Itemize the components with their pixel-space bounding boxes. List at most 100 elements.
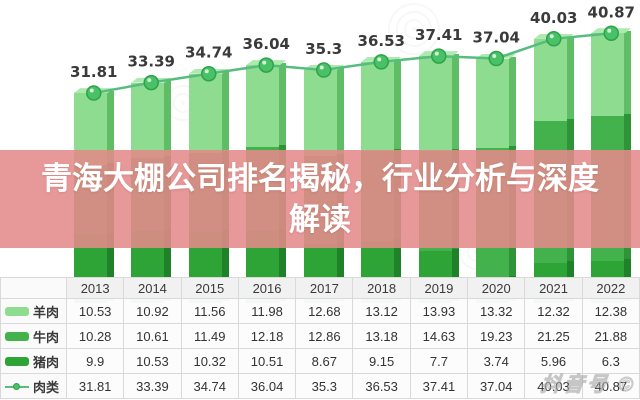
bar-segment-mutton bbox=[591, 33, 625, 116]
page-title: 青海大棚公司排名揭秘，行业分析与深度 解读 bbox=[27, 158, 613, 240]
bar-top-face bbox=[246, 60, 287, 66]
table-cell: 36.53 bbox=[352, 373, 411, 399]
table-cell: 40.87 bbox=[581, 373, 640, 399]
bar-segment-mutton bbox=[131, 82, 165, 158]
table-cell: 13.18 bbox=[352, 323, 411, 349]
bar-segment-mutton bbox=[476, 58, 510, 149]
legend-swatch-icon bbox=[5, 356, 29, 366]
table-cell: 10.53 bbox=[123, 348, 182, 374]
table-cell: 12.38 bbox=[581, 298, 640, 324]
table-row: 羊肉 10.53 10.92 11.56 11.98 12.68 13.12 13.93 13.… bbox=[0, 298, 640, 324]
table-row: 肉类 31.81 33.39 34.74 36.04 35.3 36.53 37.41 37.0… bbox=[0, 373, 640, 399]
table-cell: 21.25 bbox=[524, 323, 583, 349]
table-cell: 12.86 bbox=[295, 323, 354, 349]
bar-segment-side-mutton bbox=[336, 68, 344, 155]
table-cell: 10.53 bbox=[65, 298, 125, 324]
table-cell: 11.49 bbox=[180, 323, 239, 349]
year-header: 2013 bbox=[65, 277, 125, 299]
year-header: 2015 bbox=[180, 277, 239, 299]
table-cell: 12.68 bbox=[295, 298, 354, 324]
table-cell: 10.28 bbox=[65, 323, 125, 349]
legend-cell: 肉类 bbox=[0, 373, 67, 399]
table-cell: 14.63 bbox=[409, 323, 469, 349]
bar-segment-mutton bbox=[303, 70, 337, 157]
legend-line-icon bbox=[5, 382, 29, 391]
year-header: 2019 bbox=[409, 277, 469, 299]
bar-top-face bbox=[188, 68, 229, 74]
year-header: 2016 bbox=[237, 277, 297, 299]
bar-segment-side-mutton bbox=[451, 54, 459, 149]
bar-top-face bbox=[418, 51, 459, 57]
table-cell: 6.3 bbox=[581, 348, 640, 374]
table-cell: 36.04 bbox=[237, 373, 297, 399]
table-cell: 5.96 bbox=[524, 348, 583, 374]
legend-label: 羊肉 bbox=[33, 304, 60, 320]
bar-top-face bbox=[591, 28, 632, 34]
bar-segment-mutton bbox=[246, 65, 280, 148]
bar-segment-side-pork bbox=[164, 228, 172, 301]
value-label: 33.39 bbox=[128, 53, 175, 71]
table-cell: 10.51 bbox=[237, 348, 297, 374]
value-label: 35.3 bbox=[305, 40, 342, 58]
bar-segment-side-mutton bbox=[279, 63, 287, 146]
year-header: 2021 bbox=[524, 277, 583, 299]
bar-top-face bbox=[131, 77, 172, 83]
legend-cell: 羊肉 bbox=[0, 298, 67, 324]
legend-cell: 牛肉 bbox=[0, 323, 67, 349]
table-row: 牛肉 10.28 10.61 11.49 12.18 12.86 13.18 14.63 19.… bbox=[0, 323, 640, 349]
title-banner: 青海大棚公司排名揭秘，行业分析与深度 解读 bbox=[0, 150, 640, 248]
value-label: 31.81 bbox=[70, 63, 117, 81]
value-label: 36.53 bbox=[358, 32, 405, 50]
table-cell: 13.12 bbox=[352, 298, 411, 324]
bar-segment-side-mutton bbox=[624, 31, 632, 114]
table-cell: 34.74 bbox=[180, 373, 239, 399]
year-header: 2020 bbox=[467, 277, 526, 299]
table-cell: 40.03 bbox=[524, 373, 583, 399]
year-header: 2022 bbox=[581, 277, 640, 299]
value-label: 37.04 bbox=[473, 29, 520, 47]
value-label: 36.04 bbox=[243, 35, 290, 53]
table-cell: 13.32 bbox=[467, 298, 526, 324]
bar-segment-mutton bbox=[533, 38, 567, 122]
bar-segment-side-pork bbox=[106, 233, 114, 301]
bar-segment-side-mutton bbox=[106, 91, 114, 164]
bar-top-face bbox=[533, 33, 574, 39]
table-cell: 21.88 bbox=[581, 323, 640, 349]
table-cell: 11.56 bbox=[180, 298, 239, 324]
table-cell: 8.67 bbox=[295, 348, 354, 374]
legend-label: 猪肉 bbox=[33, 354, 60, 370]
table-cell: 7.7 bbox=[409, 348, 469, 374]
bar-top-face bbox=[476, 53, 517, 59]
bar-segment-mutton bbox=[188, 73, 222, 154]
bar-segment-side-pork bbox=[221, 230, 229, 301]
value-label: 34.74 bbox=[185, 44, 232, 62]
bar-segment-side-pork bbox=[336, 241, 344, 301]
table-cell: 12.32 bbox=[524, 298, 583, 324]
bar-segment-side-mutton bbox=[164, 80, 172, 156]
legend-swatch-icon bbox=[5, 306, 29, 316]
table-cell: 13.93 bbox=[409, 298, 469, 324]
table-cell: 37.41 bbox=[409, 373, 469, 399]
year-header: 2017 bbox=[295, 277, 354, 299]
table-corner-cell bbox=[0, 277, 67, 299]
table-cell: 37.04 bbox=[467, 373, 526, 399]
title-line-2: 解读 bbox=[289, 202, 351, 237]
table-cell: 10.92 bbox=[123, 298, 182, 324]
bar-segment-side-mutton bbox=[566, 36, 574, 120]
value-label: 40.03 bbox=[530, 9, 577, 27]
bar-segment-side-pork bbox=[451, 248, 459, 301]
table-cell: 33.39 bbox=[123, 373, 182, 399]
bar-segment-side-mutton bbox=[394, 59, 402, 150]
table-cell: 35.3 bbox=[295, 373, 354, 399]
value-label: 37.41 bbox=[415, 26, 462, 44]
bar-top-face bbox=[303, 65, 344, 71]
bar-segment-side-pork bbox=[279, 228, 287, 301]
bar-segment-side-mutton bbox=[221, 71, 229, 152]
data-table: 2013 2014 2015 2016 2017 2018 2019 2020 2021 2022… bbox=[0, 277, 640, 399]
table-cell: 10.61 bbox=[123, 323, 182, 349]
table-cell: 31.81 bbox=[65, 373, 125, 399]
table-row: 猪肉 9.9 10.53 10.32 10.51 8.67 9.15 7.7 3.74 5.96 6… bbox=[0, 348, 640, 374]
bar-segment-mutton bbox=[418, 56, 452, 151]
legend-label: 肉类 bbox=[33, 379, 60, 395]
bar-segment-side-pork bbox=[394, 238, 402, 301]
